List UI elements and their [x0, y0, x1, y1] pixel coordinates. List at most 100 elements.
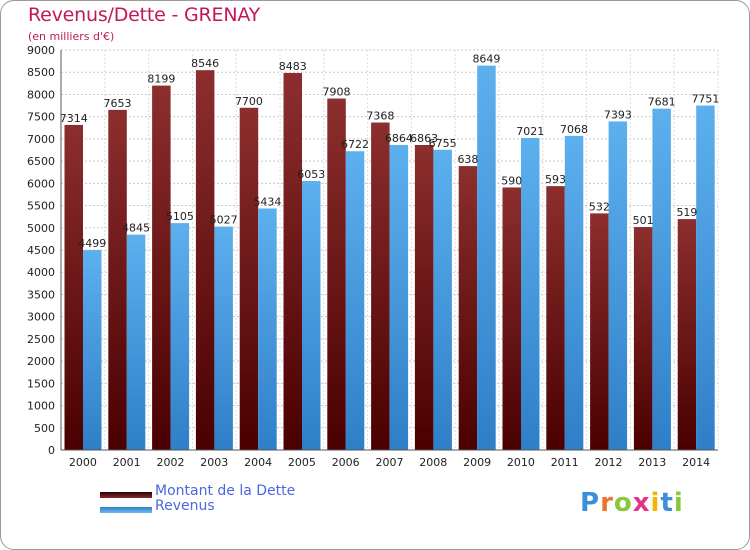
bar-dette	[414, 144, 434, 450]
logo-letter: r	[600, 488, 614, 518]
bar-dette	[458, 166, 478, 451]
legend-label-revenus: Revenus	[155, 498, 215, 514]
legend-swatch-dette	[100, 492, 152, 498]
data-label-revenus: 6722	[341, 138, 369, 151]
data-label-revenus: 6864	[385, 132, 413, 145]
data-label-dette: 532	[589, 200, 610, 213]
y-tick-label: 8000	[27, 88, 55, 101]
x-tick-label: 2010	[507, 456, 535, 469]
x-tick-label: 2011	[551, 456, 579, 469]
data-label-revenus: 7021	[516, 125, 544, 138]
bar-dette	[633, 227, 653, 450]
x-tick-label: 2006	[332, 456, 360, 469]
bar-revenus	[433, 149, 452, 450]
bar-revenus	[83, 250, 102, 450]
logo-letter: i	[650, 488, 661, 518]
data-label-dette: 501	[633, 214, 654, 227]
y-tick-label: 4000	[27, 266, 55, 279]
bar-dette	[546, 186, 565, 450]
y-tick-label: 5000	[27, 222, 55, 235]
y-tick-label: 4500	[27, 244, 55, 257]
bar-revenus	[477, 65, 496, 450]
data-label-dette: 7314	[60, 112, 88, 125]
data-label-revenus: 5434	[253, 195, 281, 208]
y-tick-label: 7000	[27, 133, 55, 146]
y-tick-label: 7500	[27, 111, 55, 124]
data-label-dette: 638	[457, 153, 478, 166]
y-tick-label: 8500	[27, 66, 55, 79]
x-tick-label: 2014	[682, 456, 710, 469]
data-label-revenus: 7393	[604, 108, 632, 121]
bar-dette	[327, 98, 346, 451]
data-label-revenus: 7681	[648, 96, 676, 109]
bar-dette	[108, 109, 127, 450]
labels-layer: 7314 4499 7653 4845 8199 5105 8546 5027 7700 5434…	[60, 53, 720, 250]
y-tick-label: 6000	[27, 177, 55, 190]
y-tick-label: 2000	[27, 355, 55, 368]
y-tick-label: 3500	[27, 288, 55, 301]
bar-revenus	[652, 108, 671, 450]
y-tick-label: 3000	[27, 311, 55, 324]
legend-label-dette: Montant de la Dette	[155, 483, 296, 499]
bar-dette	[239, 107, 259, 451]
data-label-dette: 7700	[235, 95, 263, 108]
data-label-revenus: 6755	[429, 137, 457, 150]
x-tick-label: 2003	[200, 456, 228, 469]
x-tick-label: 2000	[69, 456, 97, 469]
data-label-dette: 7368	[366, 110, 394, 123]
bar-revenus	[345, 151, 365, 450]
logo-letter: t	[660, 488, 674, 518]
bar-revenus	[608, 121, 628, 450]
x-tick-label: 2002	[157, 456, 185, 469]
data-label-revenus: 5027	[210, 214, 238, 227]
x-tick-label: 2013	[638, 456, 666, 469]
proxiti-logo: Proxiti	[580, 488, 684, 518]
data-label-revenus: 4499	[78, 237, 106, 250]
data-label-revenus: 6053	[297, 168, 325, 181]
data-label-dette: 590	[501, 174, 522, 187]
logo-letter: o	[613, 488, 633, 518]
logo-letter: x	[632, 488, 651, 518]
data-label-dette: 8546	[191, 57, 219, 70]
data-label-dette: 593	[545, 173, 566, 186]
bar-revenus	[696, 105, 715, 450]
bars-layer	[64, 65, 715, 451]
bar-revenus	[389, 144, 409, 450]
y-tick-label: 0	[48, 444, 55, 457]
x-tick-label: 2001	[113, 456, 141, 469]
bar-dette	[64, 124, 83, 450]
data-label-dette: 8483	[279, 60, 307, 73]
data-label-revenus: 4845	[122, 222, 150, 235]
data-label-revenus: 7068	[560, 123, 588, 136]
legend-swatch-revenus	[100, 507, 152, 513]
x-tick-label: 2007	[376, 456, 404, 469]
data-label-dette: 7653	[104, 97, 132, 110]
bar-revenus	[126, 234, 146, 450]
bar-dette	[195, 70, 215, 450]
data-label-revenus: 7751	[691, 93, 719, 106]
bar-revenus	[214, 226, 233, 450]
bar-dette	[371, 122, 390, 451]
x-tick-label: 2012	[595, 456, 623, 469]
y-tick-label: 1500	[27, 377, 55, 390]
chart-title: Revenus/Dette - GRENAY	[28, 4, 261, 26]
y-tick-label: 500	[34, 422, 55, 435]
y-tick-label: 9000	[27, 44, 55, 57]
bar-dette	[590, 213, 609, 450]
y-tick-label: 1000	[27, 400, 55, 413]
axis-layer: 0 500 1000 1500 2000 2500 3000 3500 4000 4500 5000…	[27, 44, 718, 469]
bar-revenus	[170, 223, 190, 450]
x-tick-label: 2004	[244, 456, 272, 469]
bar-dette	[677, 219, 697, 450]
y-tick-label: 2500	[27, 333, 55, 346]
bar-revenus	[258, 208, 277, 450]
bar-dette	[502, 187, 521, 450]
data-label-dette: 6863	[410, 132, 438, 145]
x-tick-label: 2008	[419, 456, 447, 469]
bar-dette	[283, 72, 302, 450]
logo-letter: i	[673, 488, 684, 518]
chart-subtitle: (en milliers d'€)	[28, 30, 115, 43]
bar-revenus	[302, 180, 321, 450]
data-label-revenus: 8649	[472, 53, 500, 66]
x-tick-label: 2009	[463, 456, 491, 469]
